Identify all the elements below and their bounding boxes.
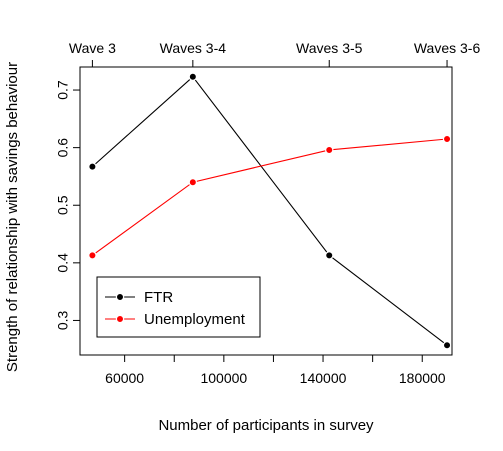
top-tick-label: Wave 3 xyxy=(69,40,116,56)
data-point xyxy=(188,72,198,81)
x-axis: 60000 100000 140000 180000 xyxy=(105,354,446,386)
x-tick-label: 100000 xyxy=(200,370,247,386)
data-point xyxy=(442,341,452,350)
data-point xyxy=(442,134,452,144)
y-tick-label: 0.4 xyxy=(55,253,71,273)
legend-label: FTR xyxy=(144,289,173,306)
series-group xyxy=(88,72,452,350)
top-tick-label: Waves 3-6 xyxy=(414,40,481,56)
y-tick-label: 0.7 xyxy=(55,80,71,100)
y-tick-label: 0.5 xyxy=(55,195,71,215)
top-tick-label: Waves 3-5 xyxy=(296,40,363,56)
top-tick-label: Waves 3-4 xyxy=(160,40,227,56)
data-point xyxy=(188,177,198,187)
legend-marker xyxy=(115,292,125,302)
x-tick-label: 180000 xyxy=(399,370,446,386)
data-point xyxy=(325,251,334,260)
x-tick-label: 140000 xyxy=(300,370,347,386)
series-line xyxy=(92,138,448,256)
series-1 xyxy=(88,134,452,260)
top-axis: Wave 3 Waves 3-4 Waves 3-5 Waves 3-6 xyxy=(69,40,481,68)
data-point xyxy=(88,251,97,260)
y-tick-label: 0.6 xyxy=(55,138,71,158)
legend: FTR Unemployment xyxy=(96,276,261,338)
data-point xyxy=(88,162,97,171)
y-axis: 0.3 0.4 0.5 0.6 0.7 xyxy=(55,80,81,330)
y-tick-label: 0.3 xyxy=(55,310,71,330)
legend-marker xyxy=(115,314,125,324)
x-tick-label: 60000 xyxy=(105,370,144,386)
x-axis-title: Number of participants in survey xyxy=(158,417,374,434)
y-axis-title: Strength of relationship with savings be… xyxy=(4,62,21,372)
legend-label: Unemployment xyxy=(144,311,246,328)
legend-box xyxy=(96,276,261,338)
data-point xyxy=(325,145,334,155)
